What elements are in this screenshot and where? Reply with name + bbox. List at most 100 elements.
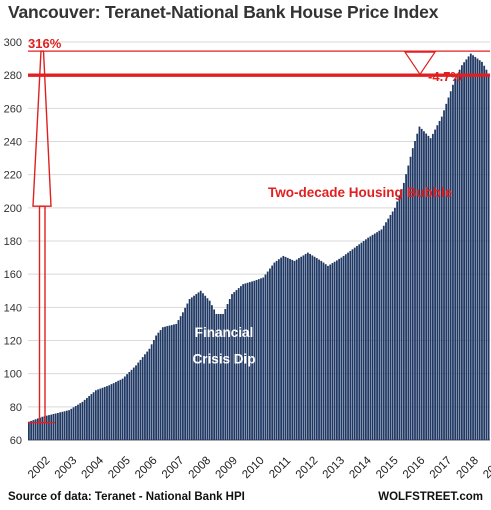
bar	[59, 412, 62, 440]
bar	[356, 245, 358, 440]
bar	[411, 148, 414, 440]
bar	[139, 359, 142, 440]
bar	[456, 74, 459, 441]
bar	[402, 182, 405, 441]
bar	[115, 381, 117, 440]
bar	[378, 230, 381, 440]
bar	[39, 417, 41, 440]
bar	[481, 61, 483, 441]
y-tick-label: 300	[4, 37, 22, 49]
x-tick-label: 2016	[401, 455, 428, 482]
bar	[304, 253, 307, 440]
bar	[340, 257, 343, 440]
bar	[416, 133, 419, 441]
bar	[400, 189, 403, 440]
bar	[132, 367, 135, 440]
crisis-label-line2: Crisis Dip	[192, 352, 255, 367]
bar	[159, 330, 162, 440]
bar	[213, 309, 216, 440]
bar	[81, 401, 84, 440]
bar	[186, 303, 189, 440]
x-tick-label: 2019	[481, 455, 491, 482]
bar	[30, 420, 33, 440]
bar	[407, 165, 410, 440]
bar	[123, 376, 126, 440]
bar	[436, 125, 439, 440]
bar	[405, 174, 407, 440]
x-tick-label: 2018	[455, 455, 482, 482]
bar	[228, 299, 231, 440]
bar	[246, 282, 249, 440]
bar	[443, 110, 445, 440]
y-tick-label: 140	[4, 302, 22, 314]
bar	[423, 131, 425, 441]
bar	[68, 410, 70, 440]
bar	[52, 413, 55, 440]
bar	[338, 258, 341, 440]
bar	[179, 316, 182, 440]
x-tick-label: 2008	[187, 455, 214, 482]
bar	[215, 313, 218, 440]
bar	[244, 283, 247, 440]
bar	[184, 307, 187, 440]
x-tick-label: 2012	[294, 455, 321, 482]
bar	[97, 389, 99, 440]
bar	[36, 418, 39, 440]
bar	[175, 323, 178, 440]
bar	[155, 335, 157, 440]
bar	[119, 379, 122, 440]
bar	[369, 236, 372, 440]
bar	[28, 421, 30, 440]
bar	[329, 264, 332, 440]
bar	[146, 351, 149, 440]
bar	[182, 312, 184, 440]
bar	[190, 297, 193, 440]
bar	[458, 69, 461, 441]
x-tick-label: 2014	[347, 454, 374, 481]
x-tick-label: 2004	[80, 454, 107, 481]
chart-title: Vancouver: Teranet-National Bank House P…	[8, 2, 439, 22]
bar	[427, 135, 430, 440]
brand-label: WOLFSTREET.com	[378, 491, 483, 503]
x-tick-label: 2006	[133, 455, 160, 482]
bar	[315, 258, 318, 440]
bar	[429, 138, 432, 440]
bar	[61, 411, 64, 440]
bar	[394, 207, 396, 440]
bar	[251, 281, 253, 440]
bar	[262, 277, 265, 440]
bar	[302, 255, 305, 440]
bar	[112, 383, 115, 440]
bar	[483, 65, 486, 440]
bar	[54, 413, 57, 440]
bar	[92, 392, 95, 440]
bar	[293, 260, 296, 440]
bar	[476, 58, 479, 440]
bar	[108, 385, 111, 440]
bar	[425, 133, 428, 441]
increase-arrow-shaft	[38, 205, 46, 424]
bar	[311, 255, 314, 440]
bar	[231, 294, 233, 440]
x-tick-label: 2007	[160, 455, 187, 482]
bar	[371, 234, 374, 440]
y-tick-label: 260	[4, 103, 22, 115]
y-tick-label: 280	[4, 70, 22, 82]
bar	[449, 91, 452, 440]
bar	[137, 362, 140, 440]
bar	[284, 256, 287, 440]
source-note: Source of data: Teranet - National Bank …	[8, 491, 245, 503]
bar	[94, 390, 97, 440]
bar	[253, 280, 256, 440]
bar	[373, 233, 376, 440]
bar	[440, 116, 443, 440]
bar	[438, 120, 441, 440]
bar	[222, 313, 224, 440]
y-tick-label: 160	[4, 269, 22, 281]
bar	[291, 259, 294, 440]
bar	[202, 293, 204, 440]
bar	[204, 295, 207, 440]
bar	[487, 73, 490, 440]
bar	[48, 415, 50, 440]
bar	[211, 305, 213, 440]
